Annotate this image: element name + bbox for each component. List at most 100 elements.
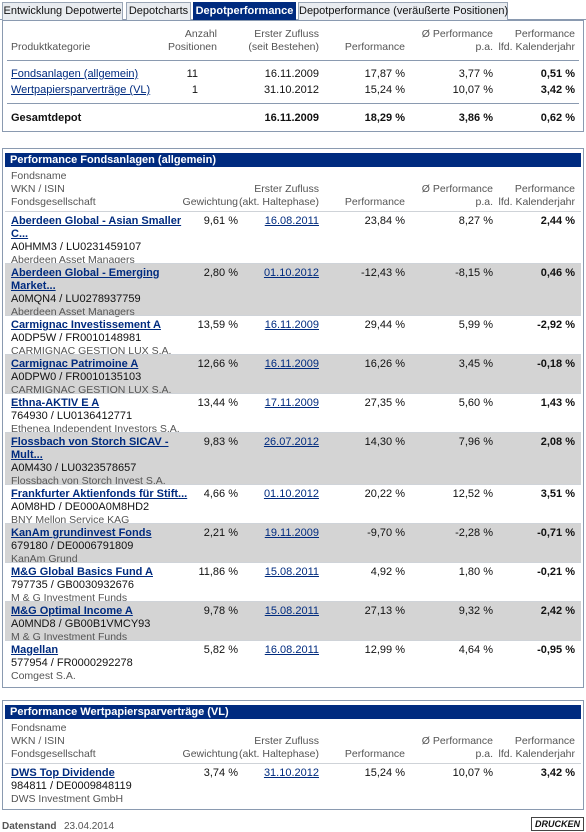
fund-weight: 4,66 % bbox=[203, 488, 238, 500]
fund-name-link[interactable]: Aberdeen Global - Asian Smaller bbox=[11, 215, 182, 227]
fund-first-date-link[interactable]: 19.11.2009 bbox=[264, 527, 319, 539]
tab-depotcharts[interactable]: Depotcharts bbox=[126, 2, 191, 20]
fund-performance: 27,35 % bbox=[364, 397, 405, 409]
fund-performance: 23,84 % bbox=[364, 215, 405, 227]
fund-ids: A0M430 / LU0323578657 bbox=[11, 462, 137, 474]
fund-name-link[interactable]: Flossbach von Storch SICAV - bbox=[11, 436, 169, 448]
fund-ids: A0DP5W / FR0010148981 bbox=[11, 332, 142, 344]
fund-name-link[interactable]: M&G Global Basics Fund A bbox=[11, 566, 153, 578]
fund-weight: 2,21 % bbox=[203, 527, 238, 539]
fund-name-link[interactable]: Carmignac Patrimoine A bbox=[11, 358, 139, 370]
fund-name-link-cont[interactable]: Market... bbox=[11, 280, 56, 292]
fund-year-performance: -0,95 % bbox=[537, 644, 575, 656]
section-title: Performance Fondsanlagen (allgemein) bbox=[5, 153, 581, 167]
fund-name-link[interactable]: Magellan bbox=[11, 644, 59, 656]
fund-performance: 29,44 % bbox=[364, 319, 405, 331]
tab-depotperformance-veraeusserte[interactable]: Depotperformance (veräußerte Positionen) bbox=[298, 2, 508, 20]
header-wkn-isin: WKN / ISIN bbox=[11, 735, 65, 747]
fund-year-performance: -0,71 % bbox=[537, 527, 575, 539]
table-row: M&G Global Basics Fund A 797735 / GB00309… bbox=[5, 562, 581, 604]
fund-name-link[interactable]: Ethna-AKTIV E A bbox=[11, 397, 100, 409]
fund-weight: 9,61 % bbox=[203, 215, 238, 227]
fund-ids: A0DPW0 / FR0010135103 bbox=[11, 371, 142, 383]
fund-first-date-link[interactable]: 16.11.2009 bbox=[264, 358, 319, 370]
header-performance: Performance bbox=[344, 196, 405, 208]
fund-name-link[interactable]: Frankfurter Aktienfonds für Stift... bbox=[11, 488, 188, 500]
table-row: Carmignac Patrimoine A A0DPW0 / FR0010135… bbox=[5, 354, 581, 396]
fund-avg-performance: 12,52 % bbox=[452, 488, 493, 500]
fund-ids: 679180 / DE0006791809 bbox=[11, 540, 134, 552]
fund-year-performance: -0,21 % bbox=[537, 566, 575, 578]
header-company: Fondsgesellschaft bbox=[11, 196, 96, 208]
fund-weight: 11,86 % bbox=[198, 566, 238, 578]
fund-avg-performance: -8,15 % bbox=[455, 267, 493, 279]
header-fund-name: Fondsname bbox=[11, 722, 67, 734]
table-row: Frankfurter Aktienfonds für Stift... A0M8… bbox=[5, 484, 581, 526]
fund-ids: A0MQN4 / LU0278937759 bbox=[11, 293, 141, 305]
fund-weight: 13,59 % bbox=[197, 319, 238, 331]
fund-performance: 14,30 % bbox=[364, 436, 405, 448]
header-first: Erster Zufluss bbox=[254, 28, 319, 40]
footer: Datenstand 23.04.2014 DRUCKEN bbox=[0, 817, 586, 832]
fund-first-date-link[interactable]: 01.10.2012 bbox=[263, 267, 319, 279]
header-performance: Performance bbox=[344, 41, 405, 53]
fund-first-date-link[interactable]: 16.08.2011 bbox=[264, 215, 319, 227]
table-row: M&G Optimal Income A A0MND8 / GB00B1VMCY9… bbox=[5, 601, 581, 643]
category-link[interactable]: Wertpapiersparverträge (VL) bbox=[11, 84, 151, 96]
table-row: Aberdeen Global - Asian Smaller C... A0HMM… bbox=[5, 211, 581, 266]
section-title: Performance Wertpapiersparverträge (VL) bbox=[5, 705, 581, 719]
header-category: Produktkategorie bbox=[11, 41, 91, 53]
fund-ids: A0HMM3 / LU0231459107 bbox=[11, 241, 142, 253]
fund-name-link-cont[interactable]: Mult... bbox=[11, 449, 43, 461]
fund-first-date-link[interactable]: 31.10.2012 bbox=[263, 767, 319, 779]
fund-avg-performance: 8,27 % bbox=[458, 215, 493, 227]
fund-weight: 2,80 % bbox=[203, 267, 238, 279]
fund-year-performance: 3,42 % bbox=[540, 767, 575, 779]
tab-depotperformance[interactable]: Depotperformance bbox=[193, 2, 296, 20]
fund-avg-performance: 3,45 % bbox=[458, 358, 493, 370]
fund-performance: 27,13 % bbox=[364, 605, 405, 617]
fund-name-link[interactable]: M&G Optimal Income A bbox=[11, 605, 133, 617]
header-avg-performance: Ø Performance bbox=[421, 28, 493, 40]
table-row: KanAm grundinvest Fonds 679180 / DE000679… bbox=[5, 523, 581, 565]
fund-name-link[interactable]: Aberdeen Global - Emerging bbox=[11, 267, 160, 279]
fund-performance: 15,24 % bbox=[364, 767, 405, 779]
fund-name-link[interactable]: DWS Top Dividende bbox=[11, 767, 115, 779]
fund-avg-performance: 10,07 % bbox=[452, 767, 493, 779]
vl-panel: Performance Wertpapiersparverträge (VL) … bbox=[2, 700, 584, 810]
fund-name-link[interactable]: KanAm grundinvest Fonds bbox=[11, 527, 152, 539]
data-status-label: Datenstand bbox=[2, 821, 57, 832]
fund-first-date-link[interactable]: 01.10.2012 bbox=[263, 488, 319, 500]
fund-first-date-link[interactable]: 17.11.2009 bbox=[264, 397, 319, 409]
table-row: Ethna-AKTIV E A 764930 / LU0136412771 Ethe… bbox=[5, 393, 581, 435]
fund-first-date-link[interactable]: 16.11.2009 bbox=[264, 319, 319, 331]
fund-weight: 13,44 % bbox=[197, 397, 238, 409]
header-weight: Gewichtung bbox=[182, 196, 238, 208]
fund-avg-performance: 9,32 % bbox=[458, 605, 493, 617]
fund-first-date-link[interactable]: 15.08.2011 bbox=[264, 566, 319, 578]
print-button[interactable]: DRUCKEN bbox=[531, 817, 584, 831]
fund-weight: 5,82 % bbox=[203, 644, 238, 656]
fund-ids: A0MND8 / GB00B1VMCY93 bbox=[11, 618, 151, 630]
fund-performance: -12,43 % bbox=[360, 267, 405, 279]
header-weight: Gewichtung bbox=[182, 748, 238, 760]
fund-name-link[interactable]: Carmignac Investissement A bbox=[11, 319, 161, 331]
fund-weight: 3,74 % bbox=[203, 767, 238, 779]
fund-first-date-link[interactable]: 16.08.2011 bbox=[264, 644, 319, 656]
fund-year-performance: 3,51 % bbox=[540, 488, 575, 500]
category-link[interactable]: Fondsanlagen (allgemein) bbox=[11, 68, 139, 80]
funds-panel: Performance Fondsanlagen (allgemein) Fon… bbox=[2, 148, 584, 688]
fund-company: DWS Investment GmbH bbox=[11, 793, 124, 805]
fund-avg-performance: 5,99 % bbox=[458, 319, 493, 331]
table-row: Carmignac Investissement A A0DP5W / FR001… bbox=[5, 315, 581, 357]
header-first: Erster Zufluss bbox=[254, 735, 319, 747]
fund-avg-performance: -2,28 % bbox=[455, 527, 493, 539]
fund-first-date-link[interactable]: 26.07.2012 bbox=[263, 436, 319, 448]
header-avg-performance: Ø Performance bbox=[421, 735, 493, 747]
fund-year-performance: 2,08 % bbox=[540, 436, 575, 448]
fund-name-link-cont[interactable]: C... bbox=[11, 228, 29, 240]
fund-first-date-link[interactable]: 15.08.2011 bbox=[264, 605, 319, 617]
fund-year-performance: -2,92 % bbox=[537, 319, 575, 331]
fund-avg-performance: 7,96 % bbox=[458, 436, 493, 448]
tab-entwicklung-depotwerte[interactable]: Entwicklung Depotwerte bbox=[2, 2, 123, 20]
